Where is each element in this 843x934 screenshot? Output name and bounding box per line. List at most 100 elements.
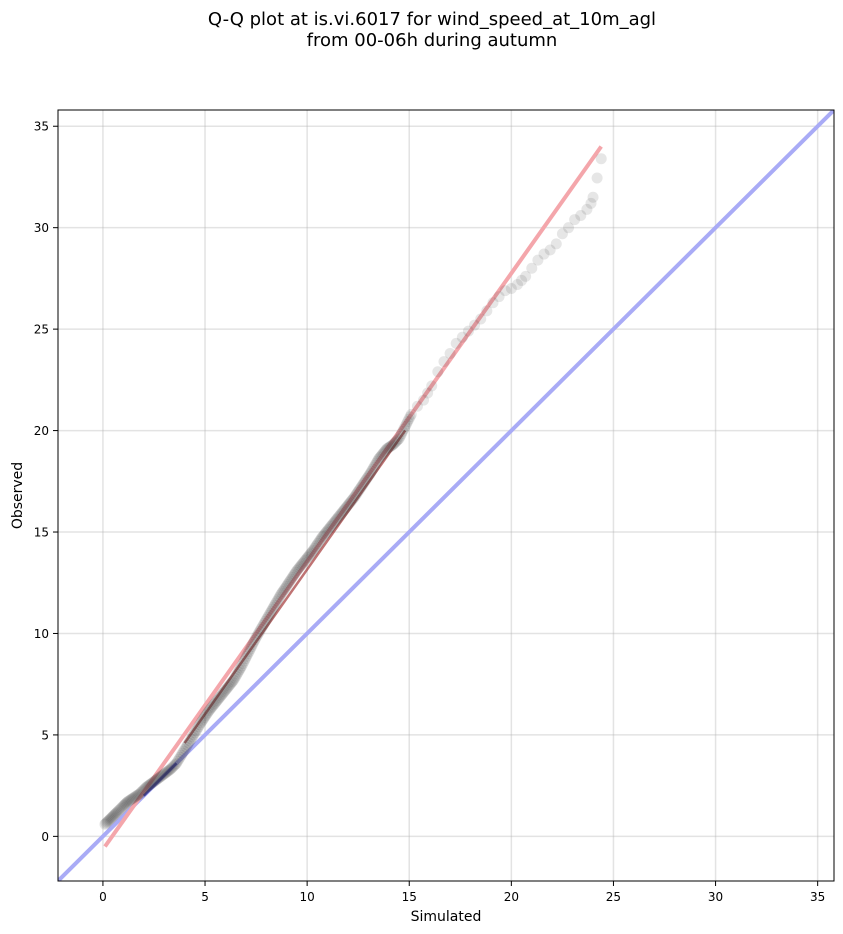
quantile-point: [556, 228, 568, 240]
quantile-point: [107, 810, 119, 822]
quantile-point: [123, 795, 135, 807]
quantile-point: [233, 664, 245, 676]
quantile-point: [311, 539, 323, 551]
quantile-point: [411, 400, 423, 412]
quantile-point: [350, 488, 362, 500]
quantile-point: [112, 805, 124, 817]
quantile-point: [343, 497, 355, 509]
quantile-point: [175, 749, 187, 761]
quantile-point: [238, 655, 250, 667]
x-axis-label: Simulated: [411, 909, 482, 925]
quantile-point: [254, 625, 266, 637]
quantile-point: [399, 421, 411, 433]
quantile-point: [289, 568, 301, 580]
quantile-point: [278, 584, 290, 596]
quantile-point: [324, 522, 336, 534]
quantile-point: [550, 238, 562, 250]
quantile-point: [163, 764, 175, 776]
quantile-point: [290, 566, 302, 578]
quantile-point: [325, 521, 337, 533]
quantile-point: [352, 486, 364, 498]
quantile-point: [292, 563, 304, 575]
quantile-point: [456, 331, 468, 343]
quantile-point: [374, 452, 386, 464]
quantile-point: [312, 537, 324, 549]
quantile-point: [231, 668, 243, 680]
quantile-point: [103, 814, 115, 826]
quantile-point: [303, 550, 315, 562]
y-tick-label: 10: [34, 627, 49, 641]
y-tick-label: 25: [34, 323, 49, 337]
quantile-point: [143, 779, 155, 791]
quantile-point: [150, 774, 162, 786]
quantile-point: [252, 627, 264, 639]
quantile-point: [241, 650, 253, 662]
quantile-point: [142, 780, 154, 792]
quantile-point: [304, 549, 316, 561]
quantile-point: [321, 525, 333, 537]
y-axis-ticks: 0 5 10 15 20 25 30 35: [34, 120, 58, 844]
quantile-point: [158, 768, 170, 780]
quantile-point: [121, 796, 133, 808]
quantile-point: [128, 792, 140, 804]
quantile-point: [205, 702, 217, 714]
quantile-point: [426, 380, 438, 392]
quantile-point: [111, 806, 123, 818]
quantile-point: [162, 765, 174, 777]
quantile-point: [242, 648, 254, 660]
quantile-point: [386, 440, 398, 452]
quantile-point: [124, 794, 136, 806]
quantile-point: [132, 789, 144, 801]
quantile-point: [293, 562, 305, 574]
quantile-point: [186, 731, 198, 743]
quantile-point: [170, 757, 182, 769]
quantile-point: [268, 601, 280, 613]
quantile-point: [581, 203, 593, 215]
quantile-point: [438, 356, 450, 368]
quantile-point: [129, 791, 141, 803]
quantile-point: [151, 773, 163, 785]
quantile-point: [108, 809, 120, 821]
quantile-point: [156, 769, 168, 781]
quantile-point: [203, 705, 215, 717]
quantile-point: [314, 534, 326, 546]
quantile-point: [322, 523, 334, 535]
quantile-point: [402, 416, 414, 428]
quantile-point: [131, 789, 143, 801]
quantile-point: [329, 515, 341, 527]
quantile-point: [338, 505, 350, 517]
quantile-point: [432, 366, 444, 378]
quantile-point: [230, 670, 242, 682]
quantile-point: [99, 818, 111, 830]
quantile-point: [287, 570, 299, 582]
quantile-point: [353, 485, 365, 497]
quantile-point: [336, 506, 348, 518]
quantile-point: [232, 666, 244, 678]
quantile-point: [376, 449, 388, 461]
quantile-point: [169, 759, 181, 771]
quantile-point: [380, 444, 392, 456]
quantile-point: [161, 766, 173, 778]
quantile-point: [294, 560, 306, 572]
x-tick-label: 30: [708, 890, 723, 904]
y-tick-label: 20: [34, 424, 49, 438]
quantile-point: [305, 547, 317, 559]
quantile-point: [155, 770, 167, 782]
quantile-point: [178, 745, 190, 757]
quantile-point: [224, 678, 236, 690]
quantile-point: [256, 621, 268, 633]
quantile-point: [282, 578, 294, 590]
quantile-point: [307, 544, 319, 556]
x-axis-ticks: 0 5 10 15 20 25 30 35: [99, 881, 825, 904]
quantile-point: [469, 319, 481, 331]
quantile-point: [369, 459, 381, 471]
quantile-point: [345, 496, 357, 508]
quantile-point: [259, 615, 271, 627]
quantile-point: [359, 476, 371, 488]
quantile-point: [115, 802, 127, 814]
quantile-point: [177, 747, 189, 759]
quantile-point: [348, 492, 360, 504]
quantile-point: [110, 807, 122, 819]
quantile-point: [243, 645, 255, 657]
